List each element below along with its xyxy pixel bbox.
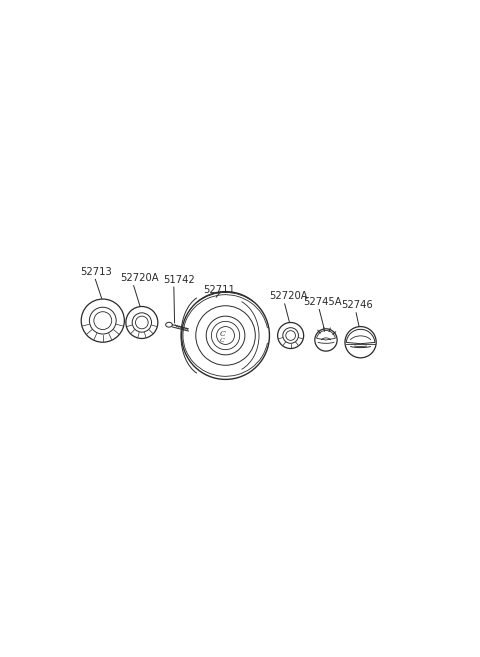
Text: 52713: 52713 <box>80 267 111 277</box>
Text: 51742: 51742 <box>163 275 195 284</box>
Text: 52711: 52711 <box>203 284 235 294</box>
Text: 52745A: 52745A <box>303 297 342 307</box>
Wedge shape <box>346 329 375 344</box>
Text: 52720A: 52720A <box>120 273 159 283</box>
Text: 52720A: 52720A <box>269 291 308 302</box>
Text: C: C <box>220 338 225 343</box>
Wedge shape <box>317 330 336 340</box>
Text: C: C <box>220 330 226 338</box>
Text: 52746: 52746 <box>341 300 373 310</box>
